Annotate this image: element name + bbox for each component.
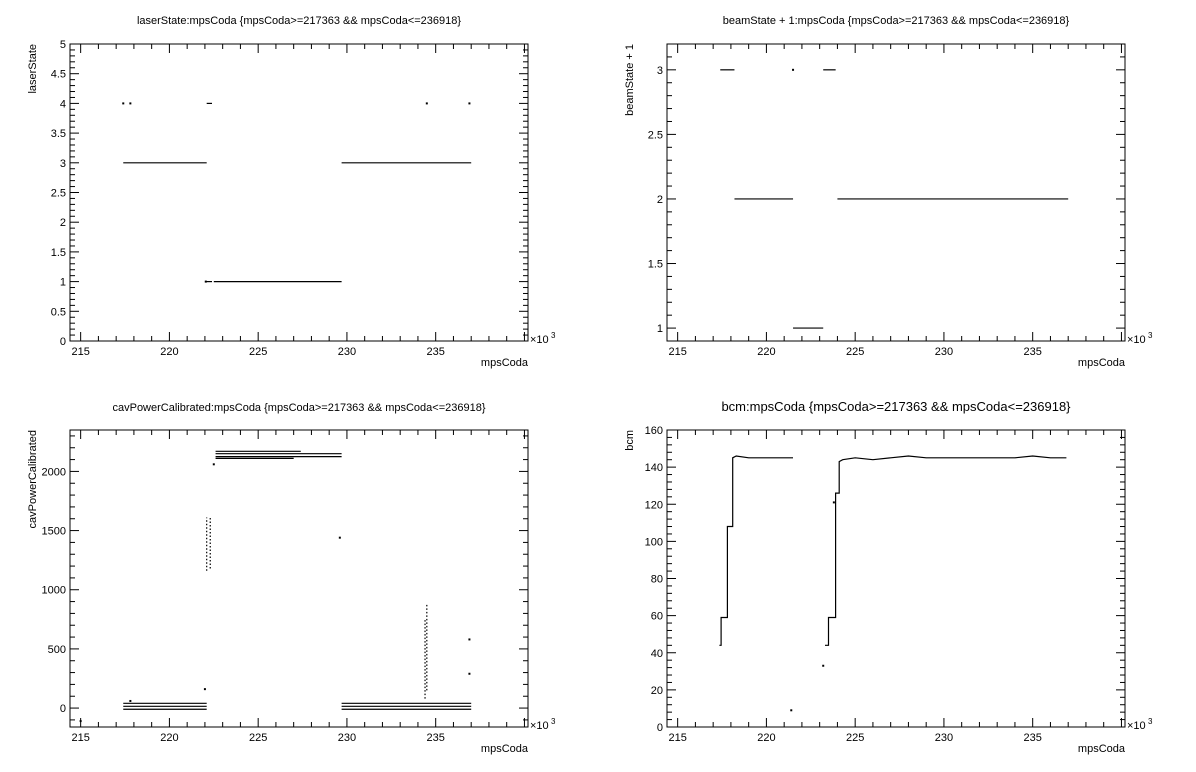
y-axis-title: beamState + 1	[624, 44, 636, 116]
x-tick-label: 230	[338, 346, 356, 358]
data-series-line	[719, 455, 793, 646]
x-tick-label: 235	[1024, 732, 1042, 744]
chart-title: bcm:mpsCoda {mpsCoda>=217363 && mpsCoda<…	[721, 399, 1071, 414]
plot-frame	[69, 43, 529, 342]
x-tick-label: 220	[160, 346, 178, 358]
y-tick-label: 0	[60, 703, 66, 715]
x-tick-label: 225	[846, 732, 864, 744]
y-tick-label: 2.5	[51, 188, 66, 200]
data-point	[204, 280, 207, 283]
y-tick-label: 3	[657, 65, 663, 77]
chart-3: cavPowerCalibrated:mpsCoda {mpsCoda>=217…	[27, 402, 556, 755]
y-tick-label: 40	[651, 648, 663, 660]
y-tick-label: 120	[645, 499, 663, 511]
data-point	[129, 699, 132, 702]
y-tick-label: 2000	[42, 466, 66, 478]
y-tick-label: 80	[651, 574, 663, 586]
x-tick-label: 220	[757, 346, 775, 358]
y-tick-label: 5	[60, 39, 66, 51]
y-tick-label: 20	[651, 685, 663, 697]
y-tick-label: 0	[60, 336, 66, 348]
x-tick-label: 215	[668, 346, 686, 358]
y-tick-label: 1000	[42, 585, 66, 597]
y-tick-label: 4.5	[51, 69, 66, 81]
plot-frame	[666, 43, 1126, 342]
y-tick-label: 140	[645, 462, 663, 474]
data-point	[79, 720, 82, 723]
x-tick-label: 230	[338, 732, 356, 744]
data-point	[468, 102, 471, 105]
y-tick-label: 160	[645, 425, 663, 437]
x-multiplier-exponent: 3	[551, 717, 556, 726]
x-multiplier-label: ×10	[530, 720, 549, 732]
y-tick-label: 2	[60, 217, 66, 229]
y-tick-label: 4	[60, 98, 66, 110]
chart-title: beamState + 1:mpsCoda {mpsCoda>=217363 &…	[723, 15, 1070, 27]
data-point	[822, 664, 825, 667]
y-tick-label: 1500	[42, 526, 66, 538]
data-point	[790, 709, 793, 712]
x-tick-label: 225	[846, 346, 864, 358]
x-multiplier-exponent: 3	[551, 331, 556, 340]
data-point	[203, 688, 206, 691]
data-point	[129, 102, 132, 105]
plot-frame	[666, 429, 1126, 728]
x-tick-label: 220	[160, 732, 178, 744]
chart-2: beamState + 1:mpsCoda {mpsCoda>=217363 &…	[624, 15, 1153, 369]
y-tick-label: 1.5	[51, 247, 66, 259]
y-tick-label: 60	[651, 611, 663, 623]
x-tick-label: 225	[249, 732, 267, 744]
y-tick-label: 500	[48, 644, 66, 656]
y-tick-label: 2	[657, 194, 663, 206]
y-tick-label: 3	[60, 158, 66, 170]
plot-frame	[69, 429, 529, 728]
y-tick-label: 0	[657, 722, 663, 734]
x-multiplier-exponent: 3	[1148, 717, 1153, 726]
x-axis-title: mpsCoda	[1078, 357, 1126, 369]
x-multiplier-label: ×10	[1127, 720, 1146, 732]
data-point	[212, 463, 215, 466]
x-tick-label: 215	[71, 346, 89, 358]
y-tick-label: 2.5	[648, 129, 663, 141]
y-tick-label: 1.5	[648, 259, 663, 271]
data-point	[468, 672, 471, 675]
data-point	[425, 102, 428, 105]
x-multiplier-exponent: 3	[1148, 331, 1153, 340]
x-tick-label: 220	[757, 732, 775, 744]
data-series-line	[825, 455, 1067, 646]
x-tick-label: 230	[935, 346, 953, 358]
data-point	[338, 536, 341, 539]
x-axis-title: mpsCoda	[481, 357, 529, 369]
x-axis-title: mpsCoda	[481, 743, 529, 755]
y-axis-title: bcm	[624, 430, 636, 451]
x-axis-title: mpsCoda	[1078, 743, 1126, 755]
x-tick-label: 235	[427, 732, 445, 744]
x-multiplier-label: ×10	[1127, 334, 1146, 346]
data-point	[792, 68, 795, 71]
y-tick-label: 3.5	[51, 128, 66, 140]
chart-title: laserState:mpsCoda {mpsCoda>=217363 && m…	[137, 15, 461, 27]
y-axis-title: laserState	[27, 44, 39, 94]
x-multiplier-label: ×10	[530, 334, 549, 346]
x-tick-label: 215	[71, 732, 89, 744]
x-tick-label: 225	[249, 346, 267, 358]
chart-4: bcm:mpsCoda {mpsCoda>=217363 && mpsCoda<…	[624, 399, 1153, 755]
chart-1: laserState:mpsCoda {mpsCoda>=217363 && m…	[27, 15, 556, 369]
chart-title: cavPowerCalibrated:mpsCoda {mpsCoda>=217…	[112, 402, 485, 414]
x-tick-label: 215	[668, 732, 686, 744]
data-point	[468, 638, 471, 641]
x-tick-label: 235	[1024, 346, 1042, 358]
y-tick-label: 100	[645, 536, 663, 548]
data-point	[122, 102, 125, 105]
y-tick-label: 1	[60, 277, 66, 289]
y-tick-label: 1	[657, 323, 663, 335]
x-tick-label: 235	[427, 346, 445, 358]
y-axis-title: cavPowerCalibrated	[27, 430, 39, 528]
x-tick-label: 230	[935, 732, 953, 744]
data-point	[832, 501, 835, 504]
y-tick-label: 0.5	[51, 306, 66, 318]
